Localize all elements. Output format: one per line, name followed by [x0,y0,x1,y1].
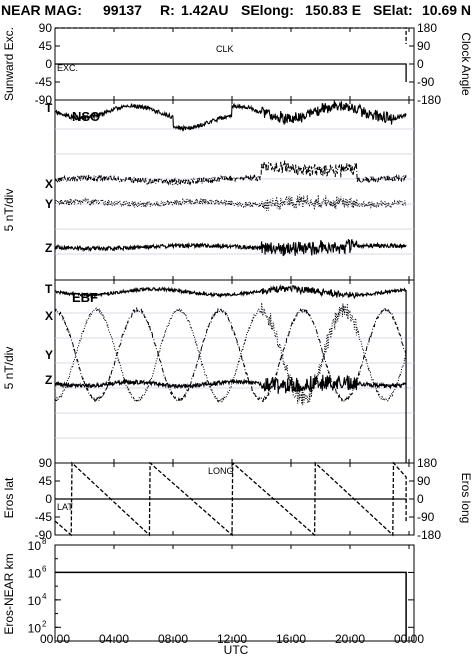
sunward-ytick-left-label-2: 0 [45,57,52,71]
x-tick-label-1: 04:00 [99,632,129,646]
series-label-clk: CLK [216,44,234,54]
panel-nso: NSO T X Y Z 5 nT/div [2,99,415,281]
x-axis: 00:00 04:00 08:00 12:00 16:00 20:00 00:00 [40,28,424,646]
panel-sunward-series [55,27,407,82]
distance-ytick-exp-1: 6 [42,564,47,573]
sunward-ytick-right-label-1: 90 [417,39,431,53]
panel-eros-series [54,461,407,537]
eros-ytick-right-label-2: 0 [417,492,424,506]
nso-trace-y [54,194,407,211]
ebf-title: EBF [72,290,98,305]
ebf-label-y: Y [45,348,53,362]
sunward-ytick-left-label-0: 90 [39,21,53,35]
distance-ytick-base-2: 10 [28,594,42,608]
ylabel-eros-long: Eros long [459,473,473,524]
nso-label-z: Z [45,241,52,255]
sunward-ytick-right-label-4: -180 [417,93,441,107]
header-selong: 150.83 E [305,2,361,18]
eros-series-lat [55,498,407,501]
nso-label-x: X [45,177,53,191]
header-prefix: NEAR MAG: [1,2,82,18]
sunward-ytick-left-label-1: 45 [39,39,53,53]
series-label-exc: EXC. [57,63,78,73]
eros-ytick-left-label-0: 90 [39,456,53,470]
sunward-ytick-right-label-2: 0 [417,57,424,71]
ylabel-nso: 5 nT/div [2,189,16,232]
series-label-long: LONG [208,466,234,476]
distance-series-line [55,571,407,641]
ebf-trace-t [54,283,407,300]
eros-ytick-right-label-3: -90 [417,510,435,524]
sunward-series-clk [55,27,407,44]
sunward-ytick-left-label-3: -45 [35,75,53,89]
header-selat: 10.69 N [422,2,471,18]
distance-ytick-base-3: 10 [28,621,42,635]
ylabel-sunward: Sunward Exc. [2,27,16,101]
x-tick-label-5: 20:00 [335,632,365,646]
sunward-series-exc [55,63,407,82]
eros-ytick-right-label-4: -180 [417,528,441,542]
eros-ytick-left-label-4: -90 [35,528,53,542]
series-label-lat: LAT [57,502,73,512]
nso-label-y: Y [45,197,53,211]
header-selat-label: SElat: [373,2,413,18]
eros-ytick-right-label-0: 180 [417,456,437,470]
ebf-label-x: X [45,309,53,323]
eros-ytick-left-label-1: 45 [39,474,53,488]
nso-trace-x [54,160,407,186]
x-axis-label: UTC [224,643,249,656]
panel-distance-frame [54,544,415,642]
ylabel-eros-lat: Eros lat [2,477,16,518]
distance-ytick-base-1: 10 [28,566,42,580]
panel-sunward: 90 180 45 90 0 0 -45 -90 -90 -180 CLK EXC. Sunwar… [2,21,473,107]
ylabel-ebf: 5 nT/div [2,347,16,390]
nso-trace-t [54,100,407,132]
header-distance-label: R: [160,2,175,18]
sunward-ytick-left-label-4: -90 [35,93,53,107]
x-tick-label-2: 08:00 [158,632,188,646]
panel-distance-series [55,571,407,641]
panel-eros: 90 180 45 90 0 0 -45 -90 -90 -180 LONG LAT Eros l… [2,456,473,542]
nso-label-t: T [45,101,53,115]
eros-ytick-left-label-3: -45 [35,510,53,524]
distance-ytick-exp-3: 2 [42,619,47,628]
ylabel-clock-angle: Clock Angle [459,32,473,96]
eros-series-long [54,461,407,537]
ebf-trace-y [54,302,407,406]
distance-ytick-exp-2: 4 [42,592,47,601]
ebf-trace-z [54,374,407,394]
sunward-ytick-right-label-0: 180 [417,21,437,35]
header-distance: 1.42AU [181,2,228,18]
panel-eros-ticks: 90 180 45 90 0 0 -45 -90 -90 -180 [35,456,442,542]
panel-nso-traces [54,100,414,257]
sunward-ytick-right-label-3: -90 [417,75,435,89]
panel-ebf: EBF T X Y Z 5 nT/div [2,279,415,464]
x-tick-label-0: 00:00 [40,632,70,646]
ebf-label-t: T [45,282,53,296]
nso-title: NSO [72,109,100,124]
distance-ytick-exp-0: 8 [42,537,47,546]
ebf-label-z: Z [45,373,52,387]
x-tick-label-4: 16:00 [276,632,306,646]
eros-ytick-right-label-1: 90 [417,474,431,488]
header-selong-label: SElong: [241,2,294,18]
x-tick-label-3: 12:00 [217,632,247,646]
panel-nso-frame [54,99,415,281]
x-tick-label-6: 00:00 [394,632,424,646]
nso-trace-z [54,239,407,257]
ylabel-distance: Eros-NEAR km [2,553,16,634]
eros-ytick-left-label-2: 0 [45,492,52,506]
header-day-code: 99137 [103,2,142,18]
distance-ytick-base-0: 10 [28,539,42,553]
panel-ebf-traces [54,283,414,463]
